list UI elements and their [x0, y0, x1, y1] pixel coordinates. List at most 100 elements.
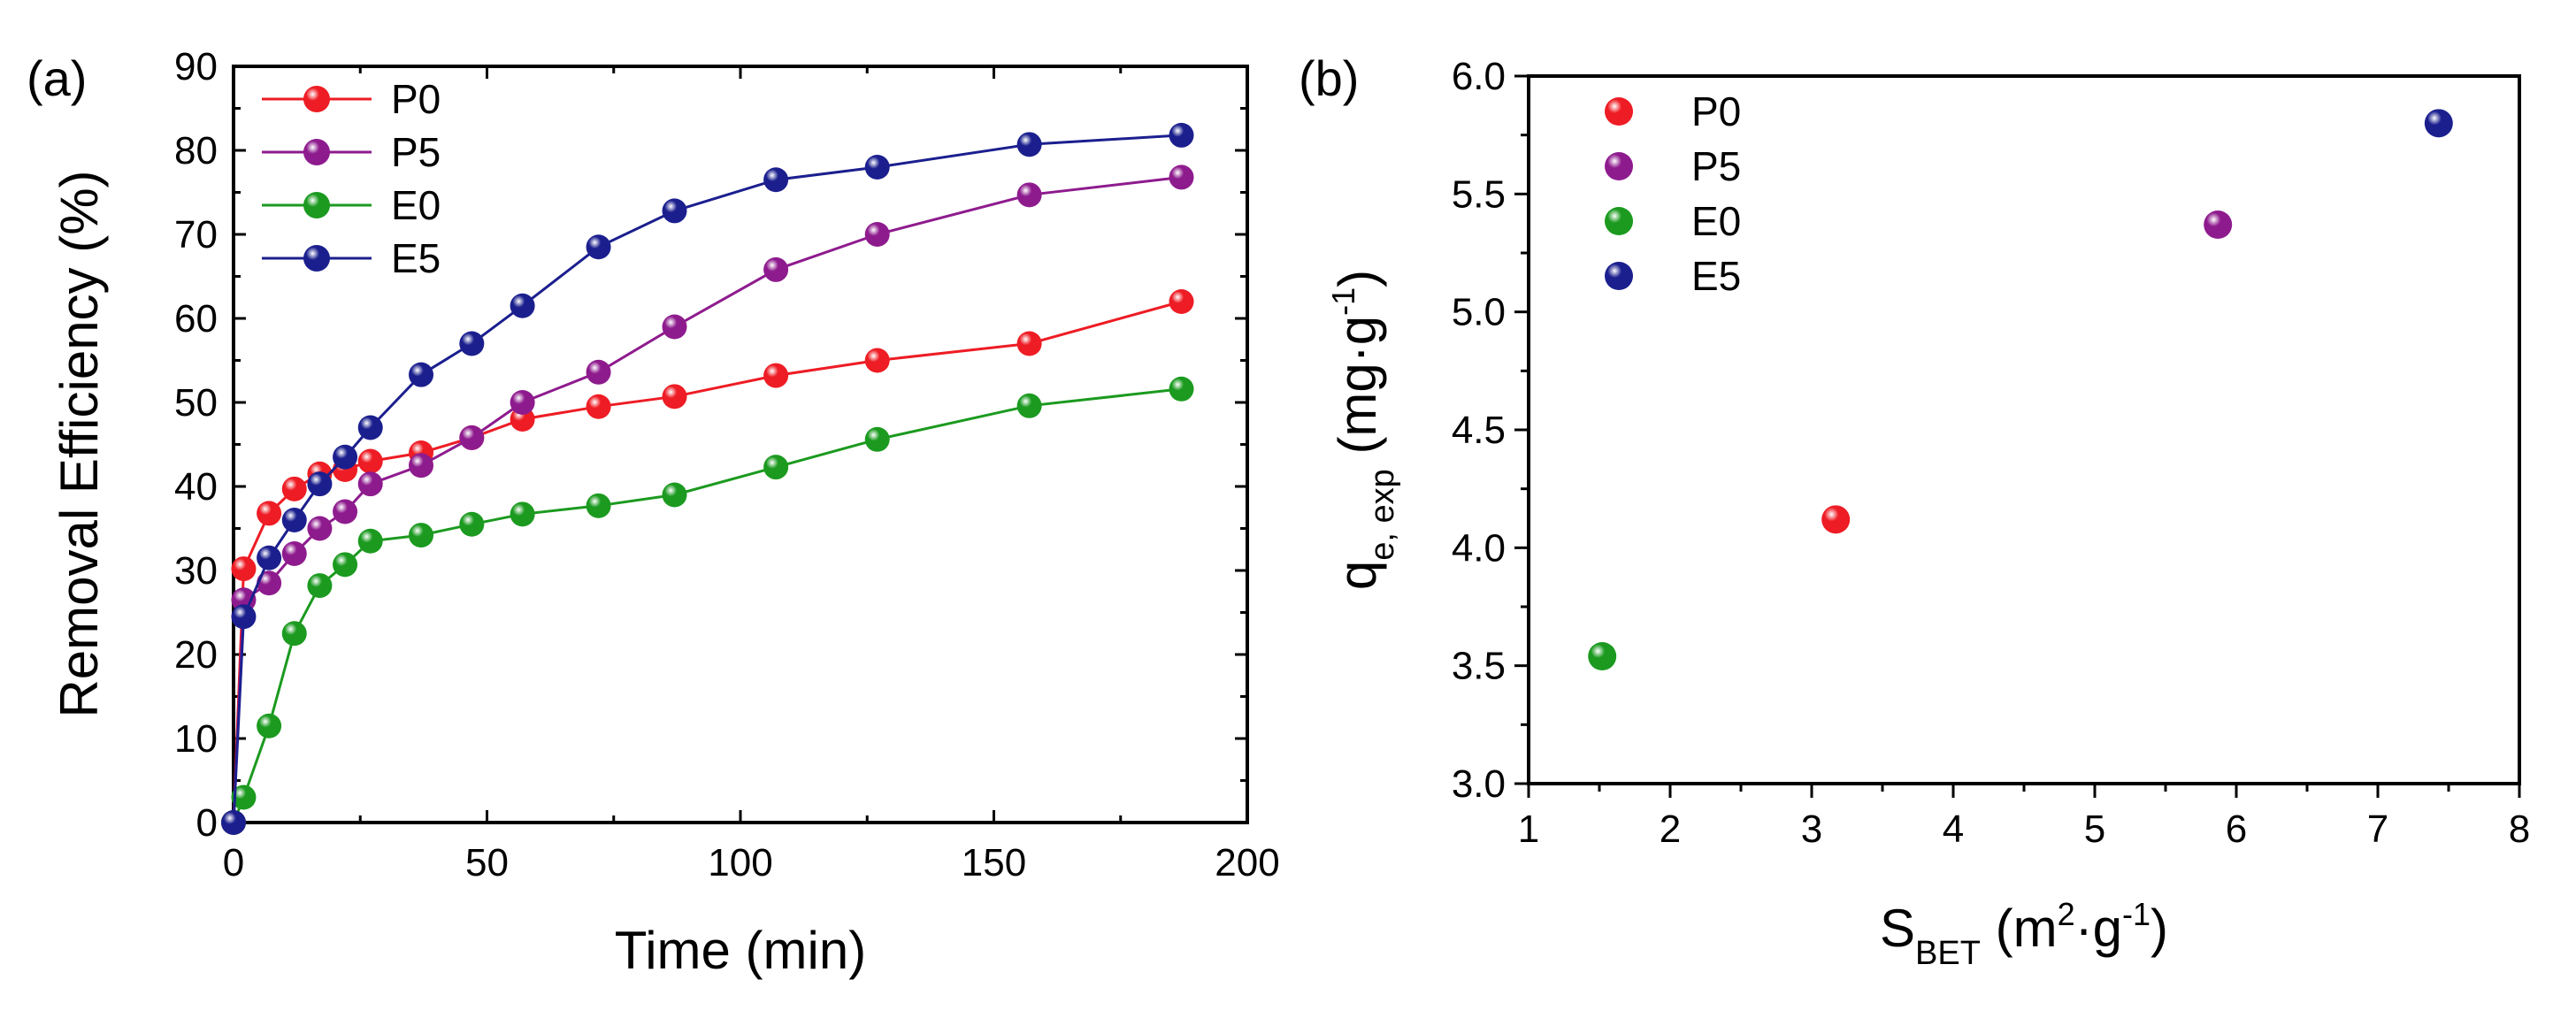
b-y-tick-label: 5.0: [1452, 291, 1506, 334]
a-x-tick-label: 50: [465, 841, 509, 884]
a-y-tick-label: 50: [174, 381, 218, 425]
panel-b-y-axis-label: qe, exp (mg·g-1): [1325, 270, 1401, 590]
a-y-tick-label: 30: [174, 549, 218, 593]
legend-label-E5: E5: [391, 235, 441, 281]
data-point-E0: [231, 785, 257, 810]
panel-b-plot-frame: [1527, 74, 2521, 785]
b-y-tick-label: 3.0: [1452, 762, 1506, 806]
data-point-E0: [281, 621, 307, 647]
data-point-P0: [763, 363, 789, 388]
data-point-P0: [257, 501, 282, 526]
data-point-E5: [231, 604, 257, 630]
data-point-E5: [1016, 132, 1042, 157]
data-point-E0: [257, 713, 282, 739]
panel-a-y-axis-label: Removal Efficiency (%): [50, 170, 109, 717]
b-x-tick-label: 3: [1801, 808, 1822, 851]
data-point-P5: [281, 541, 307, 566]
data-point-P5: [662, 314, 687, 340]
data-point-E5: [1169, 122, 1194, 148]
legend-label-E0: E0: [1691, 198, 1741, 244]
b-y-tick-label: 6.0: [1452, 55, 1506, 98]
data-point-E5: [763, 167, 789, 193]
a-x-tick-label: 150: [962, 841, 1026, 884]
data-point-P5: [459, 425, 485, 450]
a-y-tick-label: 80: [174, 129, 218, 172]
data-point-P0: [1016, 331, 1042, 356]
data-point-P5: [763, 256, 789, 282]
data-point-P5: [357, 471, 383, 497]
data-point-E0: [357, 528, 383, 554]
data-point-P0: [662, 384, 687, 409]
legend-label-E5: E5: [1691, 253, 1741, 299]
b-x-tick-label: 2: [1660, 808, 1681, 851]
panel-b-ticks: 1 2 3 4 5 6 7 8 3.0 3.5 4.0 4.5 5.0 5.5 6.0: [1452, 55, 2530, 851]
data-point-E0: [586, 493, 611, 518]
legend-label-E0: E0: [391, 182, 441, 228]
b-y-tick-label: 4.0: [1452, 526, 1506, 570]
data-point-E5: [586, 234, 611, 260]
data-point-E5: [333, 444, 358, 470]
data-point-E5: [281, 508, 307, 532]
panel-b-series: [1588, 109, 2453, 670]
panel-b-legend: P0 P5 E0 E5: [1605, 88, 1741, 299]
data-point-P5: [510, 390, 535, 415]
legend-marker-P5: [1605, 152, 1633, 180]
data-point-P0: [1169, 289, 1194, 314]
panel-a-removal-efficiency: (a) 0 50 100 150 200 0 10 20 30 40 50 60 70 80 90 Time…: [27, 45, 1280, 980]
data-point-E5: [864, 155, 890, 180]
panel-b-label: (b): [1299, 50, 1359, 106]
a-y-tick-label: 20: [174, 633, 218, 677]
panel-a-series: [221, 122, 1194, 835]
series-line-E0: [232, 387, 1182, 823]
data-point-E0: [409, 523, 434, 548]
data-point-E0: [662, 482, 687, 508]
a-x-tick-label: 200: [1215, 841, 1279, 884]
data-point-E0: [333, 552, 358, 578]
data-point-P5: [307, 516, 333, 541]
data-point-P5: [2204, 210, 2233, 239]
data-point-E5: [510, 293, 535, 318]
legend-marker-E0: [1605, 207, 1633, 235]
legend-marker-E5: [1605, 262, 1633, 290]
a-y-tick-label: 0: [196, 801, 218, 845]
series-line-E5: [232, 134, 1182, 823]
data-point-P5: [409, 453, 434, 478]
b-x-tick-label: 1: [1518, 808, 1539, 851]
data-point-P0: [586, 394, 611, 419]
data-point-E5: [257, 545, 282, 570]
a-y-tick-label: 70: [174, 213, 218, 256]
legend-marker-E0: [303, 192, 330, 218]
legend-marker-E5: [303, 245, 330, 272]
data-point-E0: [1588, 642, 1617, 670]
a-y-tick-label: 10: [174, 717, 218, 761]
data-point-E0: [1016, 393, 1042, 418]
legend-marker-P0: [1605, 97, 1633, 126]
data-point-P5: [586, 359, 611, 385]
data-point-P5: [1016, 182, 1042, 208]
data-point-E0: [763, 455, 789, 480]
panel-a-legend: P0 P5 E0 E5: [262, 76, 441, 281]
data-point-P0: [357, 448, 383, 474]
a-y-tick-label: 60: [174, 297, 218, 341]
data-point-E5: [2424, 109, 2453, 138]
b-y-tick-label: 4.5: [1452, 409, 1506, 452]
series-line-P5: [232, 175, 1182, 823]
data-point-E0: [307, 573, 333, 599]
legend-marker-P0: [303, 86, 330, 112]
data-point-E5: [221, 810, 246, 835]
b-x-tick-label: 5: [2084, 808, 2105, 851]
data-point-E5: [409, 362, 434, 387]
legend-label-P5: P5: [391, 129, 441, 175]
panel-a-plot-frame: [232, 65, 1249, 824]
a-y-tick-label: 90: [174, 45, 218, 88]
data-point-E0: [510, 501, 535, 527]
data-point-P0: [281, 476, 307, 501]
b-x-tick-label: 4: [1943, 808, 1964, 851]
data-point-P5: [333, 499, 358, 524]
data-point-P0: [231, 556, 257, 582]
series-line-P0: [232, 300, 1182, 823]
data-point-P0: [864, 348, 890, 373]
b-y-tick-label: 5.5: [1452, 172, 1506, 216]
panel-b-qe-vs-sbet: (b) 1 2 3 4 5 6 7 8 3.0 3.5 4.0 4.5 5.0 5.5 6.0 SBET (…: [1299, 50, 2530, 972]
